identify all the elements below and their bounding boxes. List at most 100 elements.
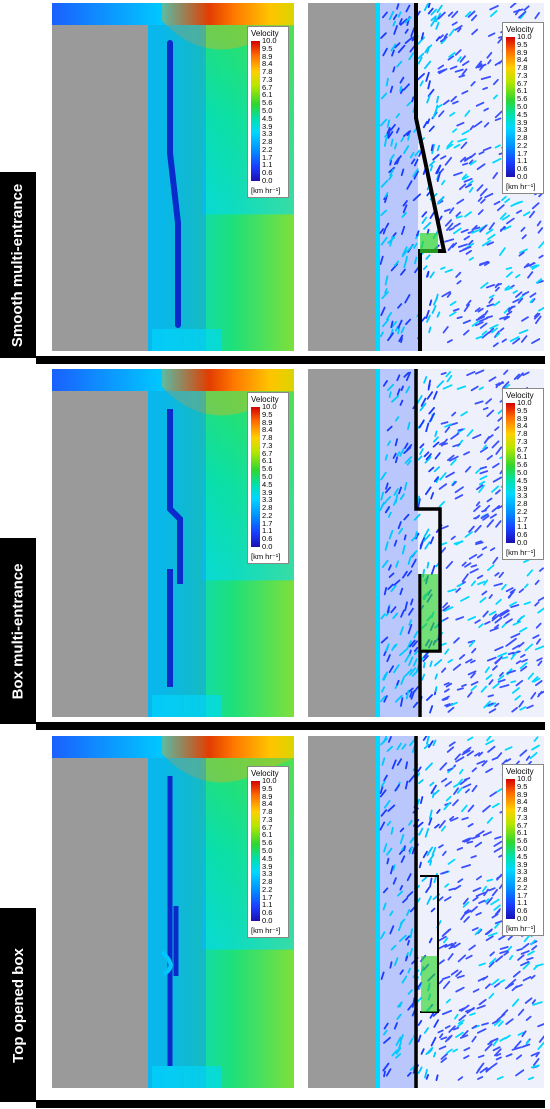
vector-arrow	[425, 736, 430, 745]
vector-arrow	[460, 911, 467, 921]
vector-arrow	[520, 960, 530, 967]
vector-arrow	[424, 456, 432, 464]
vector-arrow	[406, 891, 414, 898]
vector-arrow	[394, 438, 399, 447]
vector-arrow	[444, 648, 450, 655]
vector-arrow	[479, 470, 489, 475]
building-block	[308, 3, 376, 351]
vector-arrow	[408, 619, 413, 626]
vector-arrow	[492, 1038, 499, 1047]
legend-tick-label: 5.6	[517, 836, 528, 846]
vector-arrow	[457, 954, 467, 963]
legend-tick-label: 8.9	[517, 789, 528, 799]
vector-arrow	[391, 320, 398, 328]
vector-arrow	[411, 847, 416, 855]
vector-arrow	[494, 646, 504, 652]
vector-arrow	[408, 819, 413, 826]
vector-arrow	[429, 859, 433, 866]
vector-arrow	[394, 42, 401, 49]
legend-tick-label: 5.0	[262, 846, 273, 855]
vector-arrow	[487, 745, 496, 753]
vector-arrow	[486, 434, 494, 440]
vector-arrow	[494, 702, 500, 708]
legend-tick-label: 4.5	[262, 853, 273, 863]
vector-arrow	[492, 462, 500, 469]
vector-arrow	[403, 258, 408, 269]
vector-arrow	[404, 16, 412, 24]
vector-arrow	[426, 694, 434, 701]
vector-arrow	[473, 120, 483, 128]
vector-arrow	[518, 700, 525, 708]
vector-arrow	[492, 556, 499, 565]
vector-arrow	[444, 942, 454, 948]
velocity-legend: Velocity 10.0 9.5 8.9 8.4 7.8 7.3 6.7 6.1 5.6 5.0 4…	[247, 392, 289, 564]
vector-arrow	[420, 32, 425, 40]
vector-arrow	[533, 313, 541, 320]
vector-arrow	[413, 686, 419, 693]
vector-arrow	[529, 752, 538, 760]
canopy-wall	[414, 3, 447, 351]
vector-arrow	[523, 5, 530, 11]
vector-arrow	[482, 610, 489, 618]
vector-arrow	[405, 935, 411, 941]
vector-arrow	[431, 846, 437, 856]
vector-arrow	[453, 222, 461, 228]
vector-arrow	[506, 669, 516, 675]
vector-arrow	[494, 1048, 502, 1057]
vector-arrow	[521, 291, 530, 296]
vector-arrow	[398, 334, 404, 343]
legend-tick-label: 7.3	[517, 70, 528, 80]
legend-title: Velocity	[251, 395, 279, 404]
vector-arrow	[536, 220, 542, 227]
legend-tick-label: 6.7	[517, 78, 528, 88]
legend-tick-label: 3.3	[262, 869, 273, 879]
vector-arrow	[495, 282, 502, 287]
flow-jet	[421, 956, 437, 1012]
vector-arrow	[406, 459, 412, 466]
vector-arrow	[429, 164, 434, 172]
vector-arrow	[449, 815, 455, 821]
vector-arrow	[533, 1058, 540, 1066]
vector-arrow	[425, 886, 430, 894]
vector-arrow	[389, 168, 395, 177]
vector-arrow	[413, 242, 418, 249]
vector-arrow	[442, 99, 450, 106]
canopy-wall	[167, 40, 181, 328]
vector-arrow	[505, 618, 513, 624]
vector-arrow	[417, 1019, 423, 1026]
legend-tick-label: 5.6	[262, 838, 273, 848]
vector-arrow	[387, 332, 394, 342]
vector-arrow	[460, 141, 468, 149]
vector-arrow	[410, 27, 415, 38]
vector-arrow	[518, 251, 525, 257]
vector-arrow	[482, 406, 489, 411]
vector-arrow	[424, 486, 432, 496]
vector-arrow	[485, 935, 494, 942]
vector-arrow	[456, 1022, 464, 1028]
vector-arrow	[461, 804, 468, 813]
vector-arrow	[441, 290, 451, 298]
vector-arrow	[452, 1026, 460, 1031]
vector-arrow	[501, 759, 508, 766]
vector-arrow	[478, 480, 486, 486]
vector-arrow	[440, 421, 449, 425]
vector-arrow	[380, 613, 386, 620]
vector-arrow	[524, 997, 533, 1004]
ground-flow	[152, 1066, 222, 1088]
vector-arrow	[476, 928, 483, 935]
vector-arrow	[387, 804, 396, 812]
vector-arrow	[434, 430, 438, 438]
vector-arrow	[386, 311, 393, 321]
vector-arrow	[471, 647, 477, 654]
vector-arrow	[440, 38, 447, 45]
vector-arrow	[416, 395, 423, 405]
vector-arrow	[429, 211, 436, 219]
vector-arrow	[516, 948, 523, 952]
vector-arrow	[394, 784, 401, 792]
legend-tick-label: 5.0	[262, 472, 273, 481]
vector-arrow	[480, 198, 486, 204]
vector-arrow	[484, 192, 494, 199]
vector-arrow	[488, 610, 497, 616]
legend-tick-label: 2.8	[262, 877, 273, 887]
vector-arrow	[424, 828, 430, 838]
